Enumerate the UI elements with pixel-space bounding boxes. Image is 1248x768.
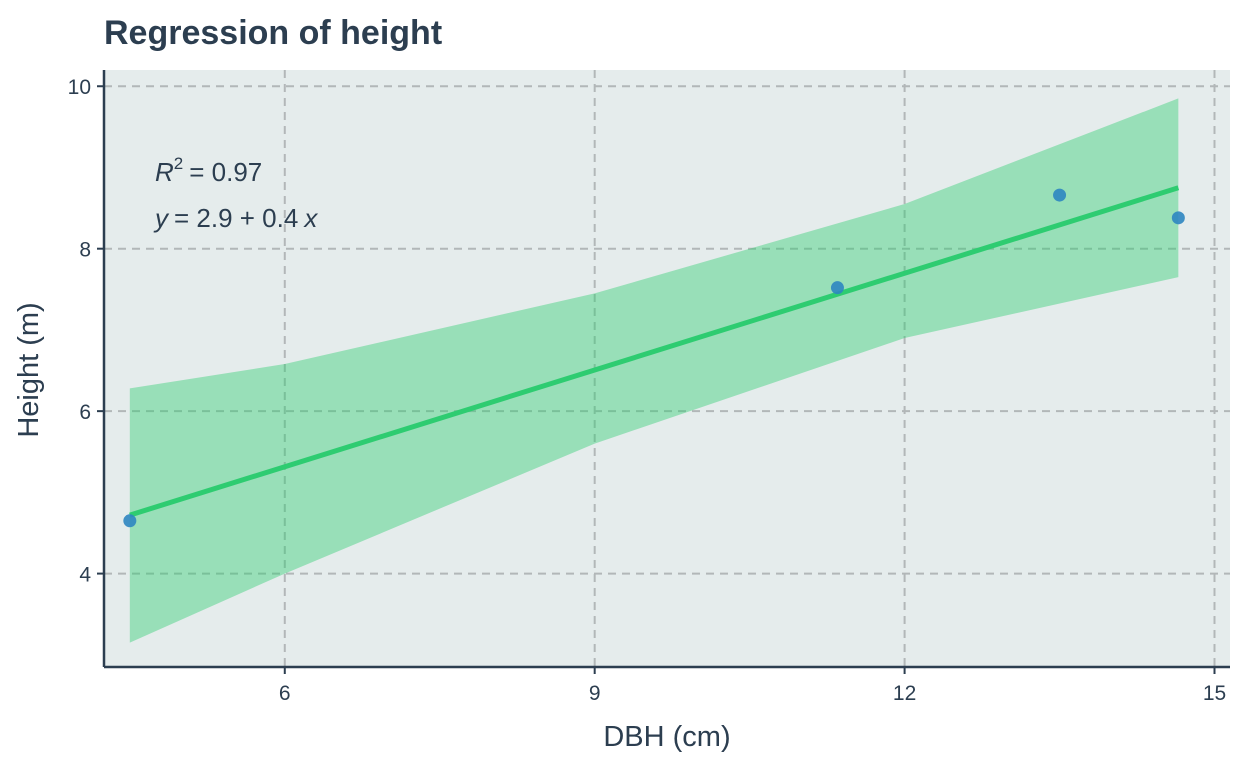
y-axis-title: Height (m) [13,302,45,437]
y-tick-label: 10 [68,76,91,99]
x-tick-label: 9 [589,682,601,705]
r2-value: = 0.97 [189,157,262,187]
r2-symbol: R [155,157,174,187]
y-tick-label: 6 [79,401,91,424]
data-point [123,514,137,528]
r2-exponent: 2 [174,154,183,173]
x-tick-label: 12 [893,682,916,705]
data-point [830,281,844,295]
data-point [1053,188,1067,202]
plot-panel [104,70,1230,667]
chart-title: Regression of height [104,14,442,52]
regression-line [129,185,1180,518]
equation-x: x [302,203,318,233]
data-points [123,188,1185,528]
x-tick-label: 15 [1203,682,1226,705]
r-squared-annotation: R2 = 0.97 [155,154,262,187]
equation-y: y [153,203,170,233]
y-tick-label: 4 [79,564,91,587]
y-tick-label: 8 [79,239,91,262]
equation-body: = 2.9 + 0.4 [174,203,298,233]
regression-equation: y = 2.9 + 0.4 x [153,203,318,233]
tick-labels: 4 6 8 10 6 9 12 15 [68,76,1227,705]
x-axis-title: DBH (cm) [603,721,730,753]
x-tick-label: 6 [279,682,291,705]
axes [102,70,1230,669]
confidence-band [129,98,1179,643]
data-point [1171,211,1185,225]
